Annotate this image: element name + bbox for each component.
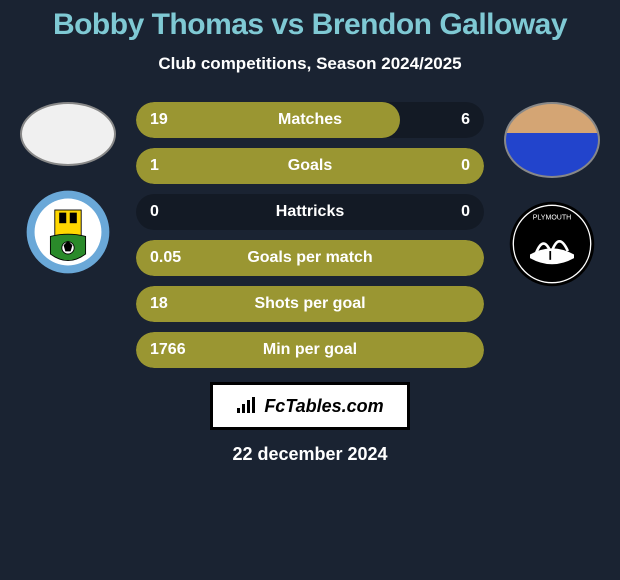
svg-text:PLYMOUTH: PLYMOUTH [533,214,572,221]
chart-icon [236,396,258,417]
stat-left-value: 0.05 [150,249,181,267]
club-badge-left [24,188,112,276]
stat-label: Goals [288,157,332,175]
page-title: Bobby Thomas vs Brendon Galloway [53,8,567,42]
stat-right-value: 0 [461,157,470,175]
stat-label: Matches [278,111,342,129]
footer-brand-text: FcTables.com [264,396,383,417]
stat-left-value: 1766 [150,341,186,359]
stat-row-hattricks: 0 Hattricks 0 [136,194,484,230]
player-photo-right [504,102,600,178]
stat-row-matches: 19 Matches 6 [136,102,484,138]
stat-right-value: 0 [461,203,470,221]
stats-column: 19 Matches 6 1 Goals 0 0 Hattricks 0 0.0… [136,102,484,368]
stat-row-goals: 1 Goals 0 [136,148,484,184]
stat-label: Goals per match [247,249,372,267]
stat-label: Hattricks [276,203,344,221]
stat-right-value: 6 [461,111,470,129]
date-text: 22 december 2024 [232,444,387,465]
stat-left-value: 18 [150,295,168,313]
stat-left-value: 0 [150,203,159,221]
stat-row-min-per-goal: 1766 Min per goal [136,332,484,368]
comparison-card: Bobby Thomas vs Brendon Galloway Club co… [0,0,620,580]
stat-fill [136,102,400,138]
footer-brand-badge: FcTables.com [210,382,410,430]
stat-left-value: 1 [150,157,159,175]
subtitle: Club competitions, Season 2024/2025 [158,54,461,74]
club-badge-right: PLYMOUTH [508,200,596,288]
main-area: 19 Matches 6 1 Goals 0 0 Hattricks 0 0.0… [0,102,620,368]
stat-row-goals-per-match: 0.05 Goals per match [136,240,484,276]
left-player-column [18,102,118,276]
stat-label: Shots per goal [254,295,365,313]
right-player-column: PLYMOUTH [502,102,602,288]
stat-row-shots-per-goal: 18 Shots per goal [136,286,484,322]
stat-left-value: 19 [150,111,168,129]
player-photo-left [20,102,116,166]
stat-label: Min per goal [263,341,357,359]
